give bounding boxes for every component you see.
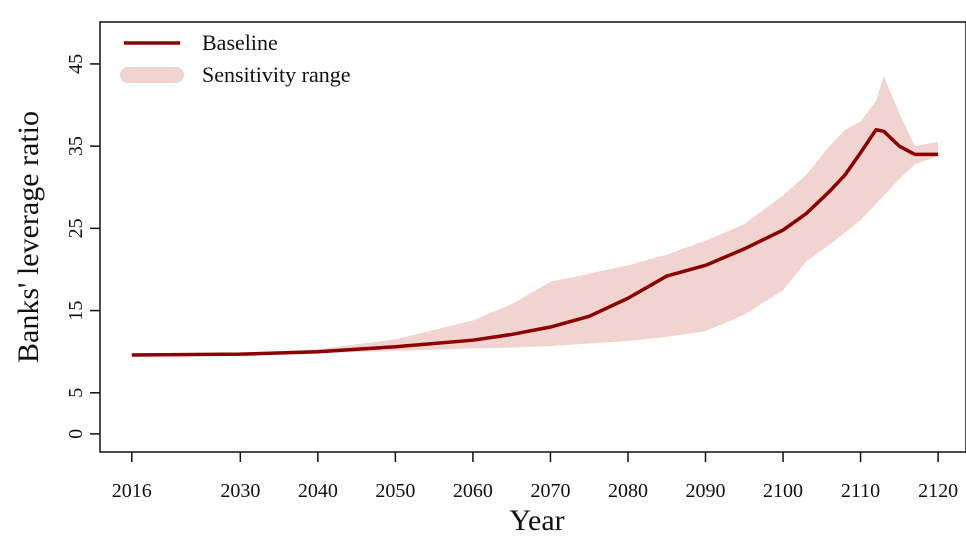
x-tick-label: 2070 — [530, 480, 570, 502]
x-tick-label: 2110 — [841, 480, 880, 502]
y-tick-label: 0 — [65, 429, 87, 439]
x-tick-label: 2100 — [763, 480, 803, 502]
y-tick-label: 45 — [65, 54, 87, 74]
y-tick-label: 5 — [65, 388, 87, 398]
x-tick-label: 2120 — [918, 480, 958, 502]
x-tick-label: 2030 — [220, 480, 260, 502]
y-axis-label: Banks' leverage ratio — [12, 111, 45, 363]
x-tick-label: 2080 — [608, 480, 648, 502]
x-axis-label: Year — [509, 504, 564, 537]
legend-label: Baseline — [202, 30, 278, 55]
legend-label: Sensitivity range — [202, 62, 350, 87]
sensitivity-band — [131, 76, 939, 355]
x-tick-label: 2090 — [686, 480, 726, 502]
x-tick-label: 2060 — [453, 480, 493, 502]
x-tick-label: 2050 — [375, 480, 415, 502]
baseline-line — [131, 127, 939, 357]
x-tick-label: 2016 — [112, 480, 152, 502]
y-tick-label: 35 — [65, 136, 87, 156]
y-tick-label: 25 — [65, 218, 87, 238]
x-tick-label: 2040 — [298, 480, 338, 502]
y-tick-label: 15 — [65, 301, 87, 321]
plot-frame — [99, 21, 966, 453]
